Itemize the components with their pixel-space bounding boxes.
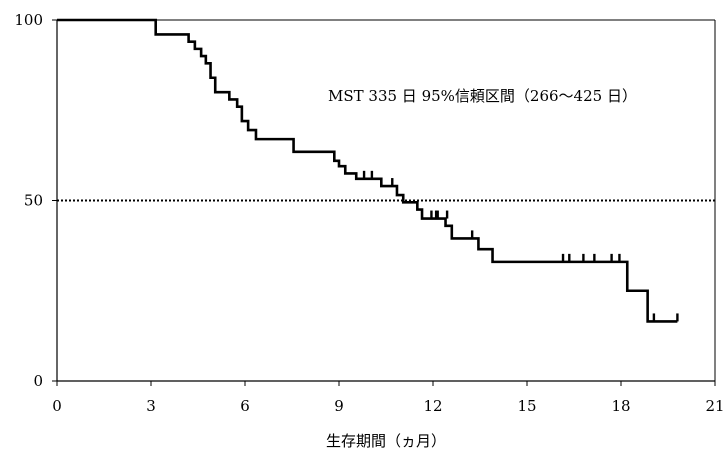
x-tick-label: 9 — [334, 397, 344, 415]
axes: 0 3 6 9 12 15 18 21 0 50 100 — [14, 11, 724, 415]
y-tick-label: 0 — [33, 372, 43, 390]
x-tick-label: 21 — [705, 397, 724, 415]
x-axis-title: 生存期間（ヵ月） — [326, 432, 446, 450]
labels-group: MST 335 日 95%信頼区間（266〜425 日） 生存期間（ヵ月） — [326, 87, 637, 450]
censor-marks-group — [362, 170, 679, 322]
survival-curve-group — [57, 18, 678, 323]
x-tick-label: 6 — [240, 397, 250, 415]
x-tick-label: 3 — [146, 397, 156, 415]
x-tick-label: 0 — [52, 397, 62, 415]
survival-step-line — [57, 18, 678, 323]
mst-annotation: MST 335 日 95%信頼区間（266〜425 日） — [328, 87, 637, 105]
x-tick-label: 12 — [423, 397, 442, 415]
x-tick-label: 15 — [517, 397, 536, 415]
x-tick-label: 18 — [611, 397, 630, 415]
y-tick-label: 100 — [14, 11, 43, 29]
y-tick-label: 50 — [24, 192, 43, 210]
